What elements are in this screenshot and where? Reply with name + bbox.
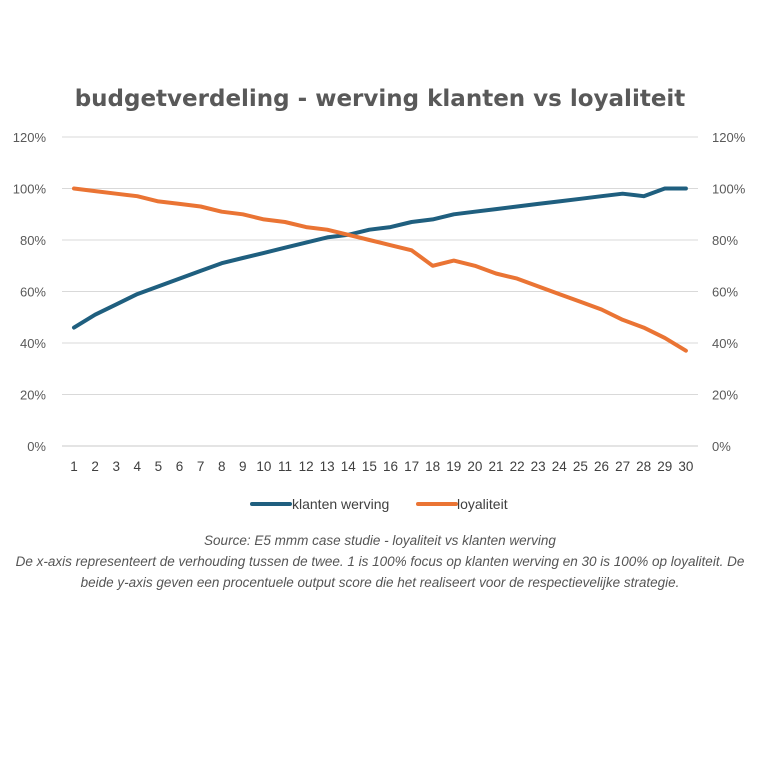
x-axis-tick-label: 16	[383, 459, 398, 474]
x-axis-tick-label: 13	[320, 459, 335, 474]
legend-label: klanten werving	[292, 496, 389, 512]
x-axis-tick-label: 22	[510, 459, 525, 474]
x-axis-tick-label: 18	[425, 459, 440, 474]
x-axis-tick-label: 21	[488, 459, 503, 474]
left-axis-tick-label: 120%	[13, 130, 47, 145]
x-axis-tick-label: 4	[134, 459, 142, 474]
left-axis-tick-label: 80%	[20, 233, 46, 248]
x-axis-tick-label: 5	[155, 459, 163, 474]
left-axis-tick-label: 60%	[20, 285, 46, 300]
x-axis-tick-label: 17	[404, 459, 419, 474]
x-axis-tick-label: 26	[594, 459, 609, 474]
x-axis-tick-label: 10	[256, 459, 271, 474]
right-axis-tick-label: 80%	[712, 233, 738, 248]
x-axis-tick-label: 12	[299, 459, 314, 474]
x-axis-tick-label: 3	[112, 459, 120, 474]
caption-source: Source: E5 mmm case studie - loyaliteit …	[204, 533, 556, 548]
chart-title: budgetverdeling - werving klanten vs loy…	[75, 86, 686, 112]
x-axis-tick-label: 9	[239, 459, 247, 474]
series-line-loyaliteit	[72, 186, 688, 353]
right-axis-tick-label: 60%	[712, 285, 738, 300]
right-axis-tick-label: 0%	[712, 439, 731, 454]
line-chart: budgetverdeling - werving klanten vs loy…	[13, 86, 746, 512]
x-axis-tick-label: 29	[657, 459, 672, 474]
legend-label: loyaliteit	[457, 496, 508, 512]
right-axis-tick-label: 100%	[712, 182, 746, 197]
left-axis-tick-label: 100%	[13, 182, 47, 197]
x-axis-tick-label: 19	[446, 459, 461, 474]
x-axis-tick-label: 8	[218, 459, 226, 474]
x-axis-tick-label: 2	[91, 459, 99, 474]
right-axis-tick-label: 20%	[712, 388, 738, 403]
x-axis-tick-label: 7	[197, 459, 205, 474]
right-axis-tick-label: 120%	[712, 130, 746, 145]
left-axis-tick-label: 40%	[20, 336, 46, 351]
caption-description: De x-axis representeert de verhouding tu…	[15, 554, 745, 590]
x-axis-tick-label: 20	[467, 459, 482, 474]
x-axis-tick-label: 28	[636, 459, 651, 474]
x-axis-tick-label: 24	[552, 459, 568, 474]
x-axis-tick-label: 27	[615, 459, 630, 474]
left-axis-tick-label: 20%	[20, 388, 46, 403]
x-axis-tick-label: 15	[362, 459, 377, 474]
x-axis-tick-label: 1	[70, 459, 78, 474]
x-axis-tick-label: 23	[531, 459, 546, 474]
right-axis-tick-label: 40%	[712, 336, 738, 351]
x-axis-tick-label: 14	[341, 459, 357, 474]
x-axis-tick-label: 6	[176, 459, 184, 474]
left-axis-tick-label: 0%	[27, 439, 46, 454]
series-line-klanten-werving	[72, 186, 688, 330]
x-axis-tick-label: 25	[573, 459, 588, 474]
x-axis-tick-label: 11	[278, 459, 292, 474]
x-axis-tick-label: 30	[678, 459, 693, 474]
